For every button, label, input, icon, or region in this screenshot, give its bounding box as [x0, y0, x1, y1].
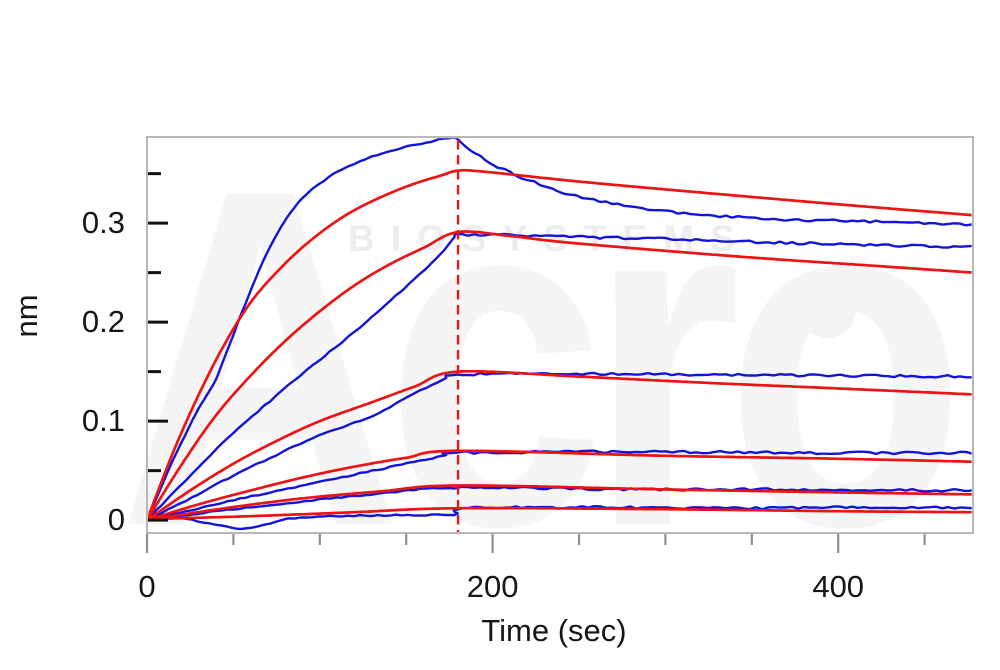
- fit-trace-curve-1: [148, 168, 972, 521]
- watermark-logo-dot: [800, 282, 856, 338]
- watermark-acro-logo: Acro: [118, 89, 966, 626]
- x-tick-label-200: 200: [466, 569, 519, 604]
- fit-trace-curve-4: [148, 449, 972, 522]
- x-axis-label: Time (sec): [481, 613, 627, 648]
- y-tick-label-0: 0: [107, 502, 125, 538]
- x-tick-label-400: 400: [812, 569, 865, 604]
- curves-group: [148, 138, 972, 531]
- data-trace-curve-1: [148, 138, 972, 521]
- fit-trace-curve-3: [148, 369, 972, 521]
- fit-trace-curve-2: [148, 230, 972, 521]
- data-trace-curve-3: [148, 371, 972, 522]
- fit-trace-curve-6: [148, 506, 972, 521]
- y-axis-label: nm: [9, 294, 44, 338]
- y-tick-label-0.2: 0.2: [81, 304, 125, 340]
- data-trace-curve-2: [148, 232, 972, 521]
- fit-trace-curve-5: [148, 484, 972, 522]
- y-tick-label-0.3: 0.3: [81, 205, 125, 241]
- x-tick-label-0: 0: [138, 569, 156, 604]
- y-tick-label-0.1: 0.1: [81, 403, 125, 439]
- plot-frame: [146, 136, 974, 534]
